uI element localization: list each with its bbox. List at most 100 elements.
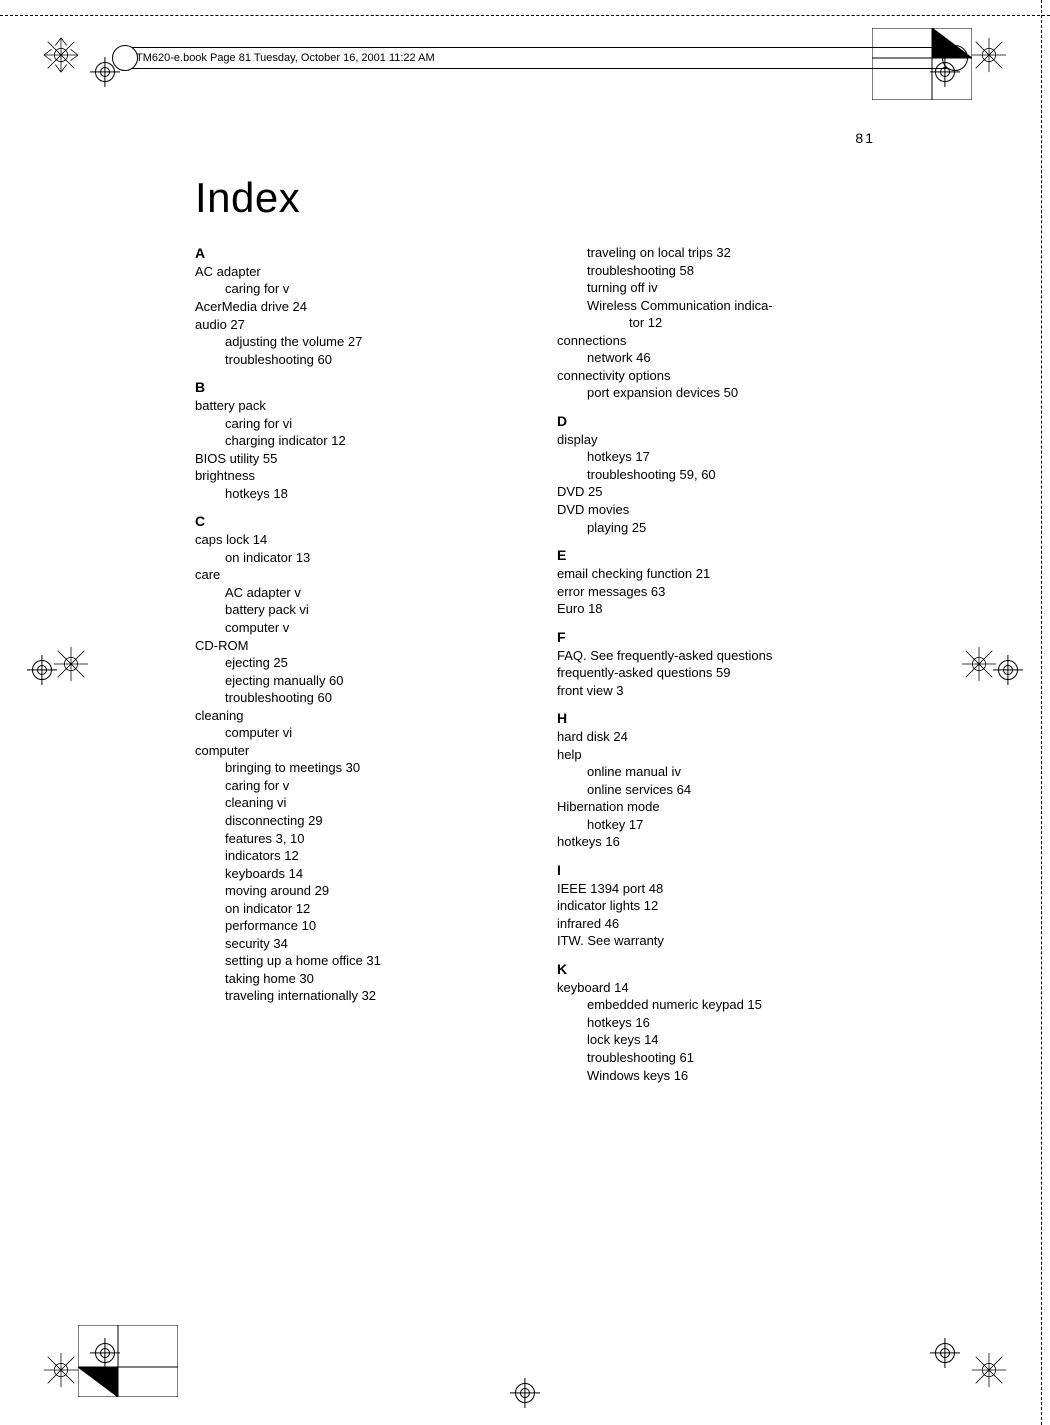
index-subentry: hotkey 17 bbox=[557, 816, 875, 834]
register-bottom-right bbox=[915, 1323, 975, 1383]
index-subentry: Windows keys 16 bbox=[557, 1067, 875, 1085]
index-subentry: hotkeys 18 bbox=[195, 485, 513, 503]
index-entry: care bbox=[195, 566, 513, 584]
rosette-bottom-right bbox=[970, 1351, 1008, 1389]
index-subentry: port expansion devices 50 bbox=[557, 384, 875, 402]
rosette-top-right bbox=[970, 36, 1008, 74]
index-entry: DVD movies bbox=[557, 501, 875, 519]
index-subentry: performance 10 bbox=[195, 917, 513, 935]
index-entry: DVD 25 bbox=[557, 483, 875, 501]
index-entry: frequently-asked questions 59 bbox=[557, 664, 875, 682]
index-entry: help bbox=[557, 746, 875, 764]
index-subentry: troubleshooting 60 bbox=[195, 351, 513, 369]
right-dash-line bbox=[1041, 0, 1042, 1425]
index-entry: AC adapter bbox=[195, 263, 513, 281]
index-subentry: computer vi bbox=[195, 724, 513, 742]
index-subentry: troubleshooting 58 bbox=[557, 262, 875, 280]
index-subentry: disconnecting 29 bbox=[195, 812, 513, 830]
index-entry: infrared 46 bbox=[557, 915, 875, 933]
index-entry: indicator lights 12 bbox=[557, 897, 875, 915]
index-entry: computer bbox=[195, 742, 513, 760]
register-top-left bbox=[75, 42, 135, 102]
index-entry: email checking function 21 bbox=[557, 565, 875, 583]
index-letter: H bbox=[557, 709, 875, 728]
index-subentry: features 3, 10 bbox=[195, 830, 513, 848]
index-entry: error messages 63 bbox=[557, 583, 875, 601]
corner-frame-top-right bbox=[872, 28, 972, 100]
index-subentry: embedded numeric keypad 15 bbox=[557, 996, 875, 1014]
index-subentry: adjusting the volume 27 bbox=[195, 333, 513, 351]
index-subentry: setting up a home office 31 bbox=[195, 952, 513, 970]
index-entry: connectivity options bbox=[557, 367, 875, 385]
index-subentry: caring for v bbox=[195, 280, 513, 298]
index-letter: B bbox=[195, 378, 513, 397]
index-subentry: security 34 bbox=[195, 935, 513, 953]
index-entry: caps lock 14 bbox=[195, 531, 513, 549]
index-entry: hard disk 24 bbox=[557, 728, 875, 746]
index-subentry: AC adapter v bbox=[195, 584, 513, 602]
index-subentry: troubleshooting 59, 60 bbox=[557, 466, 875, 484]
right-column: traveling on local trips 32troubleshooti… bbox=[557, 244, 875, 1084]
index-subentry: troubleshooting 61 bbox=[557, 1049, 875, 1067]
page-title: Index bbox=[195, 174, 875, 222]
left-column: AAC adaptercaring for vAcerMedia drive 2… bbox=[195, 244, 513, 1084]
index-columns: AAC adaptercaring for vAcerMedia drive 2… bbox=[195, 244, 875, 1084]
index-subentry: hotkeys 17 bbox=[557, 448, 875, 466]
index-subentry: online services 64 bbox=[557, 781, 875, 799]
index-subentry: ejecting manually 60 bbox=[195, 672, 513, 690]
index-subentry: on indicator 13 bbox=[195, 549, 513, 567]
index-letter: A bbox=[195, 244, 513, 263]
index-subentry: Wireless Communication indica- bbox=[557, 297, 875, 315]
index-subentry: ejecting 25 bbox=[195, 654, 513, 672]
index-entry: CD-ROM bbox=[195, 637, 513, 655]
page-content: 81 Index AAC adaptercaring for vAcerMedi… bbox=[195, 130, 875, 1084]
index-entry: FAQ. See frequently-asked questions bbox=[557, 647, 875, 665]
index-subentry: troubleshooting 60 bbox=[195, 689, 513, 707]
index-subentry-cont: tor 12 bbox=[557, 314, 875, 332]
index-subentry: online manual iv bbox=[557, 763, 875, 781]
index-subentry: turning off iv bbox=[557, 279, 875, 297]
header-bar: TM620-e.book Page 81 Tuesday, October 16… bbox=[125, 47, 955, 69]
index-subentry: cleaning vi bbox=[195, 794, 513, 812]
index-subentry: playing 25 bbox=[557, 519, 875, 537]
rosette-mid-right bbox=[960, 645, 998, 683]
corner-frame-bottom-left bbox=[78, 1325, 178, 1397]
index-entry: display bbox=[557, 431, 875, 449]
top-dash-line bbox=[0, 15, 1050, 16]
index-entry: keyboard 14 bbox=[557, 979, 875, 997]
index-letter: E bbox=[557, 546, 875, 565]
index-letter: K bbox=[557, 960, 875, 979]
index-entry: IEEE 1394 port 48 bbox=[557, 880, 875, 898]
index-entry: cleaning bbox=[195, 707, 513, 725]
index-subentry: moving around 29 bbox=[195, 882, 513, 900]
index-subentry: lock keys 14 bbox=[557, 1031, 875, 1049]
index-subentry: indicators 12 bbox=[195, 847, 513, 865]
index-subentry: battery pack vi bbox=[195, 601, 513, 619]
index-subentry: on indicator 12 bbox=[195, 900, 513, 918]
header-text: TM620-e.book Page 81 Tuesday, October 16… bbox=[136, 52, 435, 64]
index-subentry: caring for vi bbox=[195, 415, 513, 433]
index-entry: BIOS utility 55 bbox=[195, 450, 513, 468]
register-bottom-center bbox=[495, 1363, 555, 1423]
page-number: 81 bbox=[195, 130, 875, 146]
index-entry: ITW. See warranty bbox=[557, 932, 875, 950]
index-letter: I bbox=[557, 861, 875, 880]
index-entry: connections bbox=[557, 332, 875, 350]
index-entry: Hibernation mode bbox=[557, 798, 875, 816]
index-entry: hotkeys 16 bbox=[557, 833, 875, 851]
index-entry: battery pack bbox=[195, 397, 513, 415]
rosette-mid-left bbox=[52, 645, 90, 683]
index-entry: Euro 18 bbox=[557, 600, 875, 618]
index-subentry: caring for v bbox=[195, 777, 513, 795]
index-subentry: traveling internationally 32 bbox=[195, 987, 513, 1005]
index-subentry: keyboards 14 bbox=[195, 865, 513, 883]
index-entry: brightness bbox=[195, 467, 513, 485]
index-letter: C bbox=[195, 512, 513, 531]
index-subentry: charging indicator 12 bbox=[195, 432, 513, 450]
index-subentry: network 46 bbox=[557, 349, 875, 367]
index-entry: audio 27 bbox=[195, 316, 513, 334]
index-subentry: hotkeys 16 bbox=[557, 1014, 875, 1032]
index-subentry: taking home 30 bbox=[195, 970, 513, 988]
index-subentry: bringing to meetings 30 bbox=[195, 759, 513, 777]
index-letter: F bbox=[557, 628, 875, 647]
